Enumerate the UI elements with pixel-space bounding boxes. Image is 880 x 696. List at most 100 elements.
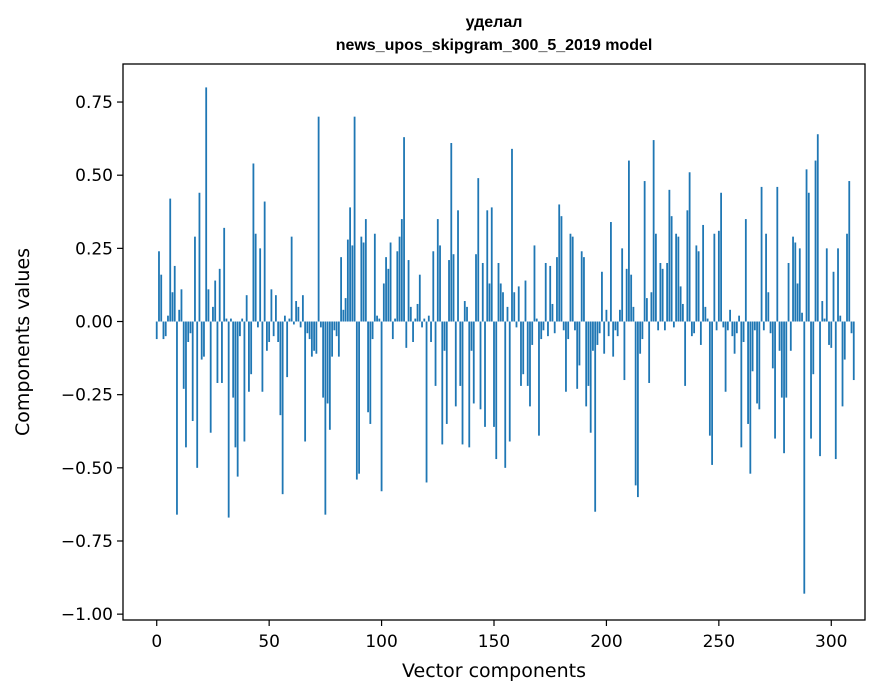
x-axis-ticks: 0 50 100 150 200 250 300 xyxy=(151,620,847,652)
bar-118 xyxy=(421,321,423,328)
x-axis-label: Vector components xyxy=(402,660,586,682)
bar-134 xyxy=(457,210,459,322)
bar-185 xyxy=(571,236,574,322)
bar-233 xyxy=(679,286,682,322)
bar-253 xyxy=(724,321,727,392)
x-tick-label: 150 xyxy=(478,632,510,652)
bar-291 xyxy=(810,321,812,439)
bar-104 xyxy=(389,242,392,322)
bar-142 xyxy=(475,254,477,322)
bar-98 xyxy=(376,315,378,322)
bar-38 xyxy=(241,318,244,322)
bar-79 xyxy=(333,321,336,331)
bar-1 xyxy=(158,251,160,322)
bar-146 xyxy=(484,321,486,427)
bar-187 xyxy=(576,321,579,389)
bar-219 xyxy=(648,321,651,383)
bar-130 xyxy=(448,260,450,322)
bar-293 xyxy=(814,160,817,322)
chart-title: уделал xyxy=(466,14,523,31)
bar-67 xyxy=(306,321,309,334)
bar-17 xyxy=(194,236,196,322)
bar-21 xyxy=(203,321,205,357)
bar-75 xyxy=(324,321,327,515)
bar-202 xyxy=(610,222,612,322)
bar-93 xyxy=(364,219,367,322)
bar-298 xyxy=(825,248,828,322)
bar-109 xyxy=(400,219,403,322)
bar-23 xyxy=(207,289,210,322)
bar-167 xyxy=(531,321,534,345)
bar-177 xyxy=(553,321,556,334)
bar-135 xyxy=(459,321,462,386)
bar-164 xyxy=(524,280,527,322)
bar-206 xyxy=(619,309,621,322)
bar-204 xyxy=(614,321,617,331)
bar-107 xyxy=(396,251,399,322)
bar-69 xyxy=(310,321,313,357)
bar-286 xyxy=(798,248,801,322)
bar-183 xyxy=(567,321,570,340)
bar-294 xyxy=(816,134,819,322)
bar-0 xyxy=(155,321,158,340)
bar-163 xyxy=(522,321,525,375)
bar-16 xyxy=(191,321,194,422)
bar-280 xyxy=(785,321,788,398)
bar-66 xyxy=(304,321,307,442)
bar-288 xyxy=(803,321,806,594)
bar-117 xyxy=(418,274,421,322)
bar-260 xyxy=(740,321,743,448)
bar-112 xyxy=(407,260,410,322)
bar-119 xyxy=(423,318,426,322)
bar-169 xyxy=(535,318,538,322)
bar-239 xyxy=(693,321,696,334)
bar-221 xyxy=(652,140,655,322)
bar-52 xyxy=(272,321,275,337)
bar-22 xyxy=(205,87,208,322)
bar-40 xyxy=(245,295,248,322)
bar-57 xyxy=(283,315,286,322)
bar-43 xyxy=(252,163,255,322)
bar-153 xyxy=(499,283,502,322)
bars-group xyxy=(155,87,855,594)
bar-105 xyxy=(391,321,394,340)
bar-307 xyxy=(846,233,848,322)
bar-215 xyxy=(639,321,642,354)
bar-251 xyxy=(720,192,722,322)
bar-242 xyxy=(699,321,702,345)
bar-15 xyxy=(189,321,192,334)
bar-254 xyxy=(726,321,729,331)
bar-266 xyxy=(753,321,756,331)
bar-77 xyxy=(328,321,331,430)
bar-9 xyxy=(176,321,178,515)
bar-149 xyxy=(490,207,493,322)
bar-281 xyxy=(787,262,790,322)
bar-11 xyxy=(180,289,183,322)
bar-166 xyxy=(529,321,531,407)
bar-180 xyxy=(560,216,563,322)
bar-116 xyxy=(416,303,419,322)
bar-179 xyxy=(558,204,561,322)
bar-256 xyxy=(731,321,734,337)
bar-258 xyxy=(735,321,738,334)
bar-214 xyxy=(637,321,639,498)
bar-121 xyxy=(427,315,430,322)
bar-137 xyxy=(463,301,466,322)
bar-208 xyxy=(623,321,626,381)
bar-44 xyxy=(254,233,257,322)
bar-42 xyxy=(250,321,253,375)
bar-212 xyxy=(632,306,635,322)
bar-175 xyxy=(549,265,552,322)
bar-97 xyxy=(373,233,376,322)
bar-174 xyxy=(547,321,549,337)
bar-207 xyxy=(621,248,624,322)
bar-308 xyxy=(848,181,851,322)
bar-257 xyxy=(733,321,736,354)
bar-4 xyxy=(164,321,167,337)
x-tick-label: 250 xyxy=(703,632,735,652)
bar-205 xyxy=(616,321,619,337)
y-axis-label: Components values xyxy=(12,248,34,436)
bar-261 xyxy=(742,321,745,342)
bar-218 xyxy=(646,298,648,322)
